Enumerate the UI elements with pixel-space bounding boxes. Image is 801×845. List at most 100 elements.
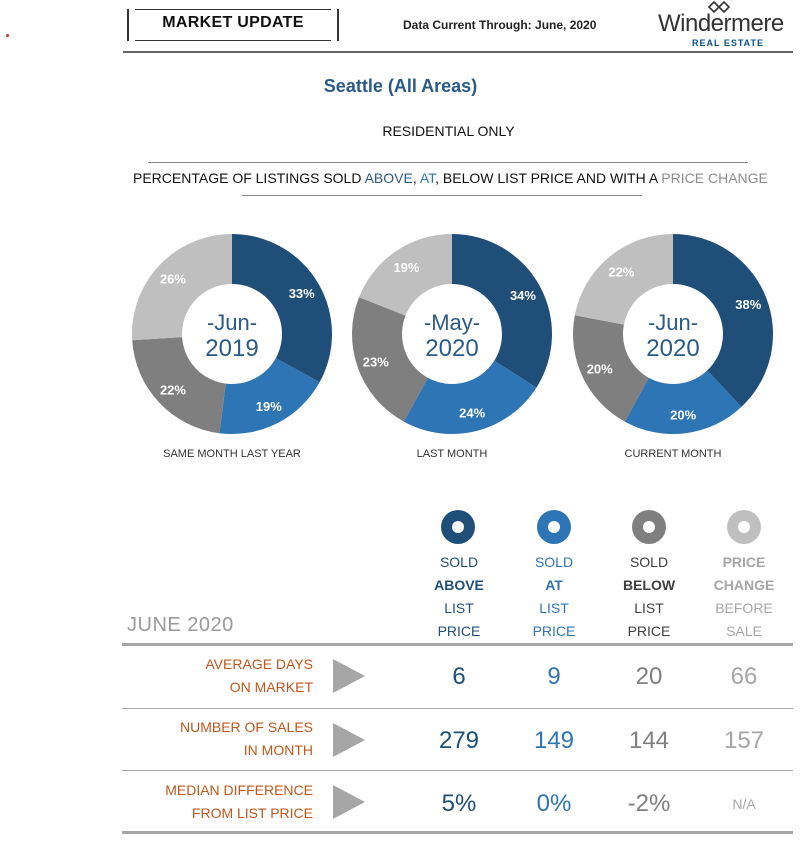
donut-slice-below bbox=[132, 337, 226, 434]
cell-median-diff-at: 0% bbox=[536, 790, 572, 817]
col-head-line1: SOLD bbox=[629, 554, 669, 570]
donut-center-month: -Jun- bbox=[207, 310, 257, 335]
donut-slice-label: 22% bbox=[608, 265, 634, 280]
table-rule bbox=[122, 708, 793, 709]
data-current-label: Data Current Through: bbox=[403, 18, 532, 32]
col-head-line1: SOLD bbox=[534, 554, 574, 570]
donut-caption: LAST MONTH bbox=[416, 448, 488, 460]
subtitle: RESIDENTIAL ONLY bbox=[382, 123, 515, 139]
donut-center-month: -Jun- bbox=[648, 310, 698, 335]
headline-above: ABOVE bbox=[364, 170, 413, 186]
col-head-below: SOLD BELOW LIST PRICE bbox=[604, 551, 694, 643]
donut-slice-label: 20% bbox=[670, 407, 696, 422]
col-head-line1: PRICE bbox=[722, 554, 766, 570]
cell-median-diff-price-change: N/A bbox=[732, 796, 756, 812]
logo-word: Windermere bbox=[658, 10, 784, 37]
col-head-line3: LIST bbox=[539, 600, 569, 616]
row-label-line1: NUMBER OF SALES bbox=[179, 719, 313, 735]
page-title: MARKET UPDATE bbox=[162, 14, 304, 31]
table-month-label: JUNE 2020 bbox=[127, 614, 234, 636]
donut-slice-at bbox=[403, 360, 537, 434]
cell-avg-days-below: 20 bbox=[635, 663, 663, 690]
header-divider bbox=[123, 51, 793, 53]
col-head-line3: LIST bbox=[634, 600, 664, 616]
col-head-line3: BEFORE bbox=[715, 600, 773, 616]
col-head-line2: ABOVE bbox=[434, 577, 484, 593]
sold-at-legend-icon bbox=[537, 510, 571, 544]
headline-prefix: PERCENTAGE OF LISTINGS SOLD bbox=[133, 170, 365, 186]
col-head-line2: BELOW bbox=[622, 577, 676, 593]
windermere-logo: Windermere REAL ESTATE bbox=[658, 0, 784, 50]
donut-slice-label: 24% bbox=[459, 405, 485, 420]
donut-slice-price-change bbox=[574, 234, 673, 325]
sold-below-legend-icon bbox=[632, 510, 666, 544]
donut-slice-below bbox=[573, 315, 649, 422]
col-head-line4: SALE bbox=[726, 623, 762, 639]
cell-avg-days-price-change: 66 bbox=[730, 663, 758, 690]
donut-slice-label: 26% bbox=[160, 272, 186, 287]
data-current: Data Current Through: June, 2020 bbox=[403, 18, 596, 32]
cell-median-diff-below: -2% bbox=[627, 790, 671, 817]
headline-sep1: , bbox=[412, 170, 420, 186]
headline-sep2: , BELOW LIST PRICE AND WITH A bbox=[435, 170, 662, 186]
donut-slice-label: 23% bbox=[363, 354, 389, 369]
col-head-at: SOLD AT LIST PRICE bbox=[509, 551, 599, 643]
headline-rule-bottom bbox=[242, 195, 642, 196]
cell-avg-days-at: 9 bbox=[547, 663, 561, 690]
donut-slice-price-change bbox=[132, 234, 232, 341]
cell-num-sales-price-change: 157 bbox=[723, 727, 765, 754]
donut-slice-above bbox=[452, 234, 552, 388]
donut-caption: CURRENT MONTH bbox=[624, 448, 722, 460]
donut-slice-label: 38% bbox=[735, 297, 761, 312]
cell-avg-days-above: 6 bbox=[452, 663, 466, 690]
col-head-line3: LIST bbox=[444, 600, 474, 616]
marker-dot bbox=[6, 34, 9, 37]
donut-center-month: -May- bbox=[424, 310, 480, 335]
donut-slice-at bbox=[219, 358, 320, 434]
col-head-above: SOLD ABOVE LIST PRICE bbox=[414, 551, 504, 643]
donut-slice-label: 19% bbox=[256, 399, 282, 414]
donut-chart-3: 38% 20% 20% 22% -Jun-2020 bbox=[573, 234, 773, 434]
table-rule bbox=[122, 643, 793, 646]
donut-slice-label: 20% bbox=[587, 361, 613, 376]
data-current-value: June, 2020 bbox=[535, 18, 597, 32]
logo-mark-icon bbox=[707, 0, 731, 14]
col-head-line4: PRICE bbox=[532, 623, 576, 639]
col-head-line2: CHANGE bbox=[713, 577, 775, 593]
col-head-price-change: PRICE CHANGE BEFORE SALE bbox=[699, 551, 789, 643]
row-label-line1: MEDIAN DIFFERENCE bbox=[165, 782, 313, 798]
donut-slice-label: 19% bbox=[393, 260, 419, 275]
donut-caption: SAME MONTH LAST YEAR bbox=[163, 448, 301, 460]
donut-slice-above bbox=[232, 234, 332, 383]
donut-center-year: 2019 bbox=[205, 335, 258, 362]
row-arrow-icon bbox=[333, 659, 365, 693]
donut-slice-label: 33% bbox=[289, 286, 315, 301]
donut-slice-price-change bbox=[359, 234, 452, 316]
cell-median-diff-above: 5% bbox=[441, 790, 477, 817]
col-head-line2: AT bbox=[545, 577, 563, 593]
logo-sub: REAL ESTATE bbox=[692, 38, 765, 48]
region-title: Seattle (All Areas) bbox=[323, 76, 478, 96]
headline-price-change: PRICE CHANGE bbox=[661, 170, 768, 186]
donut-slice-label: 22% bbox=[160, 382, 186, 397]
row-label-avg-days: AVERAGE DAYS ON MARKET bbox=[93, 653, 313, 699]
row-arrow-icon bbox=[333, 785, 365, 819]
col-head-line4: PRICE bbox=[437, 623, 481, 639]
headline-at: AT bbox=[419, 170, 436, 186]
cell-num-sales-below: 144 bbox=[628, 727, 670, 754]
row-arrow-icon bbox=[333, 723, 365, 757]
donut-chart-2: 34% 24% 23% 19% -May-2020 bbox=[352, 234, 552, 434]
donut-slice-above bbox=[673, 234, 773, 407]
col-head-line1: SOLD bbox=[439, 554, 479, 570]
donut-chart-1: 33% 19% 22% 26% -Jun-2019 bbox=[132, 234, 332, 434]
sold-above-legend-icon bbox=[441, 510, 475, 544]
cell-num-sales-above: 279 bbox=[438, 727, 480, 754]
donut-center-year: 2020 bbox=[646, 335, 699, 362]
table-rule bbox=[122, 770, 793, 771]
col-head-line4: PRICE bbox=[627, 623, 671, 639]
donut-slice-at bbox=[624, 370, 742, 434]
table-rule bbox=[122, 831, 793, 834]
row-label-num-sales: NUMBER OF SALES IN MONTH bbox=[93, 716, 313, 762]
donut-center-year: 2020 bbox=[425, 335, 478, 362]
headline-rule-top bbox=[148, 162, 748, 163]
